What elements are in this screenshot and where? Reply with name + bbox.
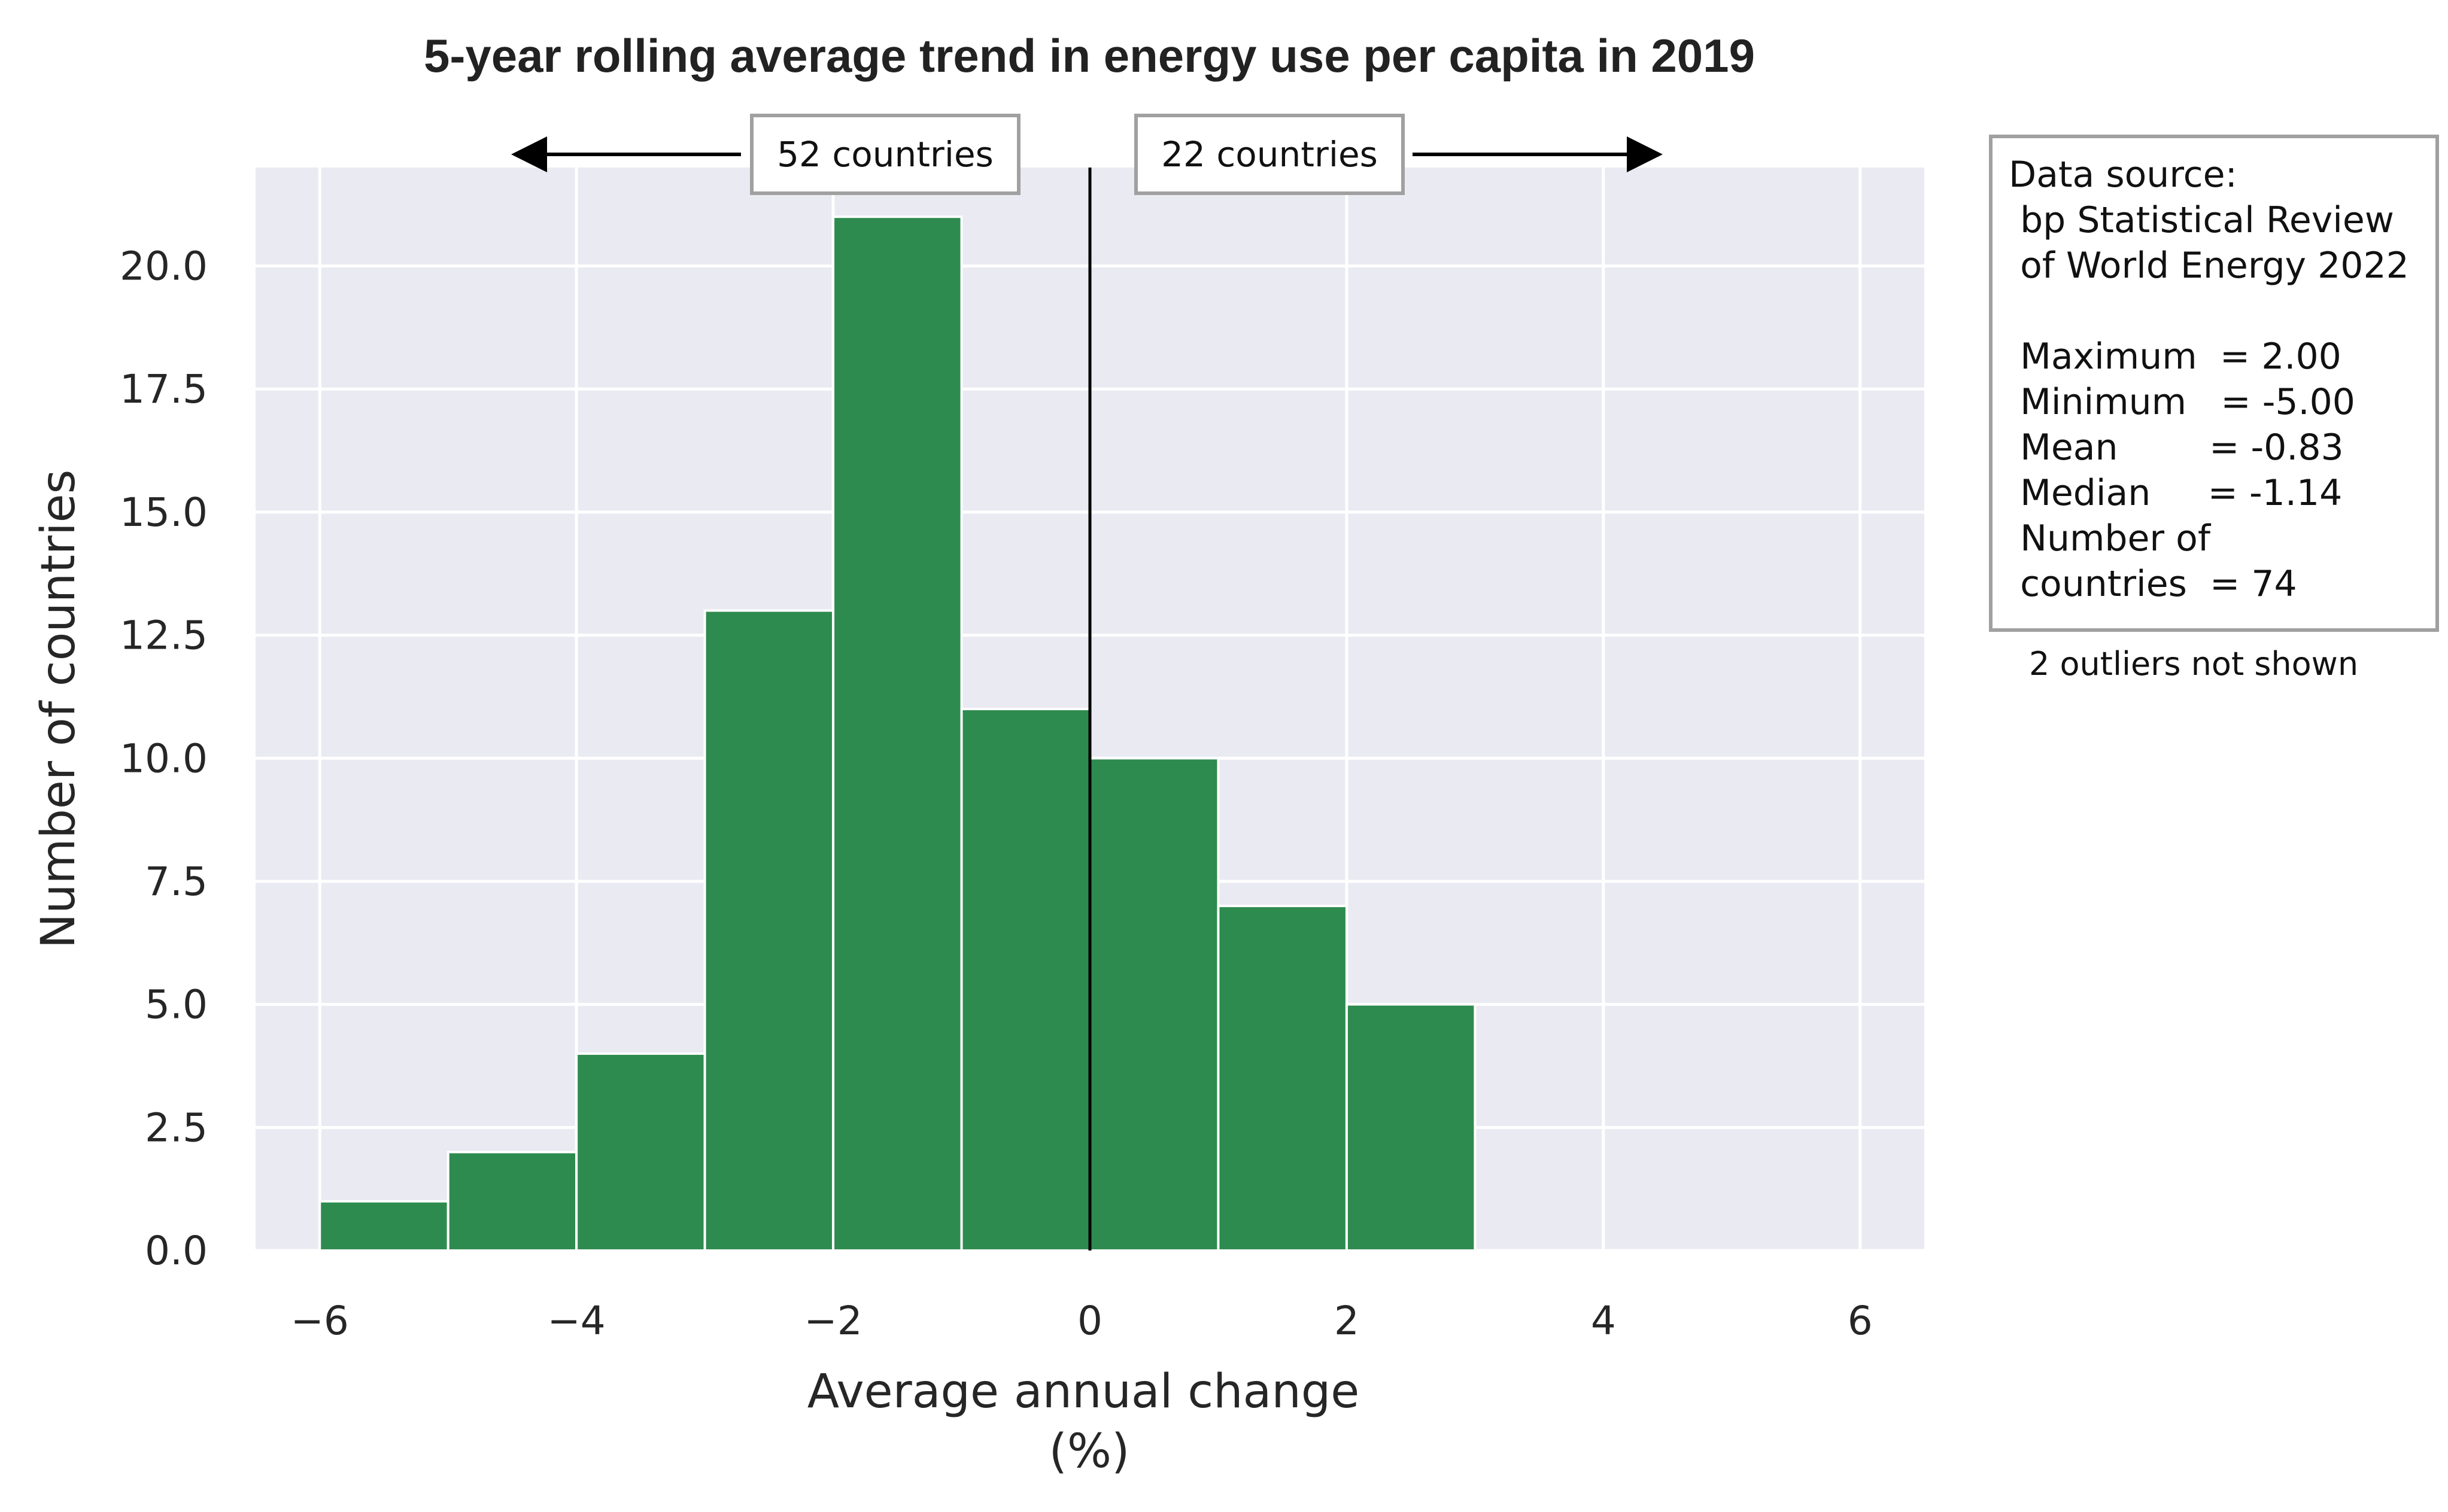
info-line: of World Energy 2022: [2009, 245, 2409, 287]
histogram-bar: [1345, 1003, 1477, 1252]
x-tick-label: 2: [1334, 1298, 1359, 1344]
info-line: countries = 74: [2009, 563, 2297, 605]
histogram-bar: [318, 1200, 449, 1252]
x-axis-label-line2: (%): [1049, 1425, 1130, 1478]
info-line: Median = -1.14: [2009, 472, 2342, 514]
x-tick-label: −2: [804, 1298, 862, 1344]
histogram-bars: [318, 215, 1477, 1252]
x-tick-label: 0: [1077, 1298, 1102, 1344]
info-line: Mean = -0.83: [2009, 427, 2344, 468]
y-tick-label: 7.5: [145, 859, 208, 905]
info-line: Data source:: [2009, 154, 2237, 196]
histogram-bar: [703, 609, 835, 1252]
right-count-box: [1134, 114, 1405, 195]
x-axis-label-line1: Average annual change: [807, 1365, 1360, 1419]
y-tick-label: 5.0: [145, 982, 208, 1028]
info-line: Minimum = -5.00: [2009, 381, 2355, 423]
info-box: [1989, 135, 2439, 632]
info-line: bp Statistical Review: [2009, 199, 2394, 241]
y-axis-ticks: 0.0 2.5 5.0 7.5 10.0 12.5 15.0 17.5 20.0: [120, 244, 208, 1274]
left-count-label: 52 countries: [777, 134, 994, 175]
histogram-bar: [1217, 905, 1348, 1252]
histogram-bar: [1089, 757, 1220, 1252]
left-count-box: [750, 114, 1020, 195]
info-line: Maximum = 2.00: [2009, 336, 2341, 378]
y-tick-label: 15.0: [120, 489, 208, 536]
x-tick-label: 6: [1848, 1298, 1873, 1344]
x-tick-label: −4: [548, 1298, 606, 1344]
info-line: Number of: [2009, 518, 2212, 559]
histogram-bar: [832, 215, 963, 1252]
histogram-bar: [575, 1052, 706, 1252]
y-tick-label: 2.5: [145, 1105, 208, 1151]
y-tick-label: 0.0: [145, 1228, 208, 1274]
outlier-footnote: 2 outliers not shown: [2029, 645, 2358, 683]
histogram-bar: [960, 708, 1091, 1252]
y-tick-label: 12.5: [120, 613, 208, 659]
chart-title: 5-year rolling average trend in energy u…: [424, 29, 1755, 82]
x-tick-label: −6: [291, 1298, 349, 1344]
right-count-label: 22 countries: [1161, 134, 1378, 175]
y-tick-label: 17.5: [120, 366, 208, 412]
histogram-bar: [447, 1151, 578, 1252]
y-tick-label: 20.0: [120, 244, 208, 290]
y-tick-label: 10.0: [120, 735, 208, 781]
x-tick-label: 4: [1591, 1298, 1616, 1344]
y-axis-label: Number of countries: [32, 470, 86, 949]
x-axis-ticks: −6 −4 −2 0 2 4 6: [291, 1298, 1873, 1344]
